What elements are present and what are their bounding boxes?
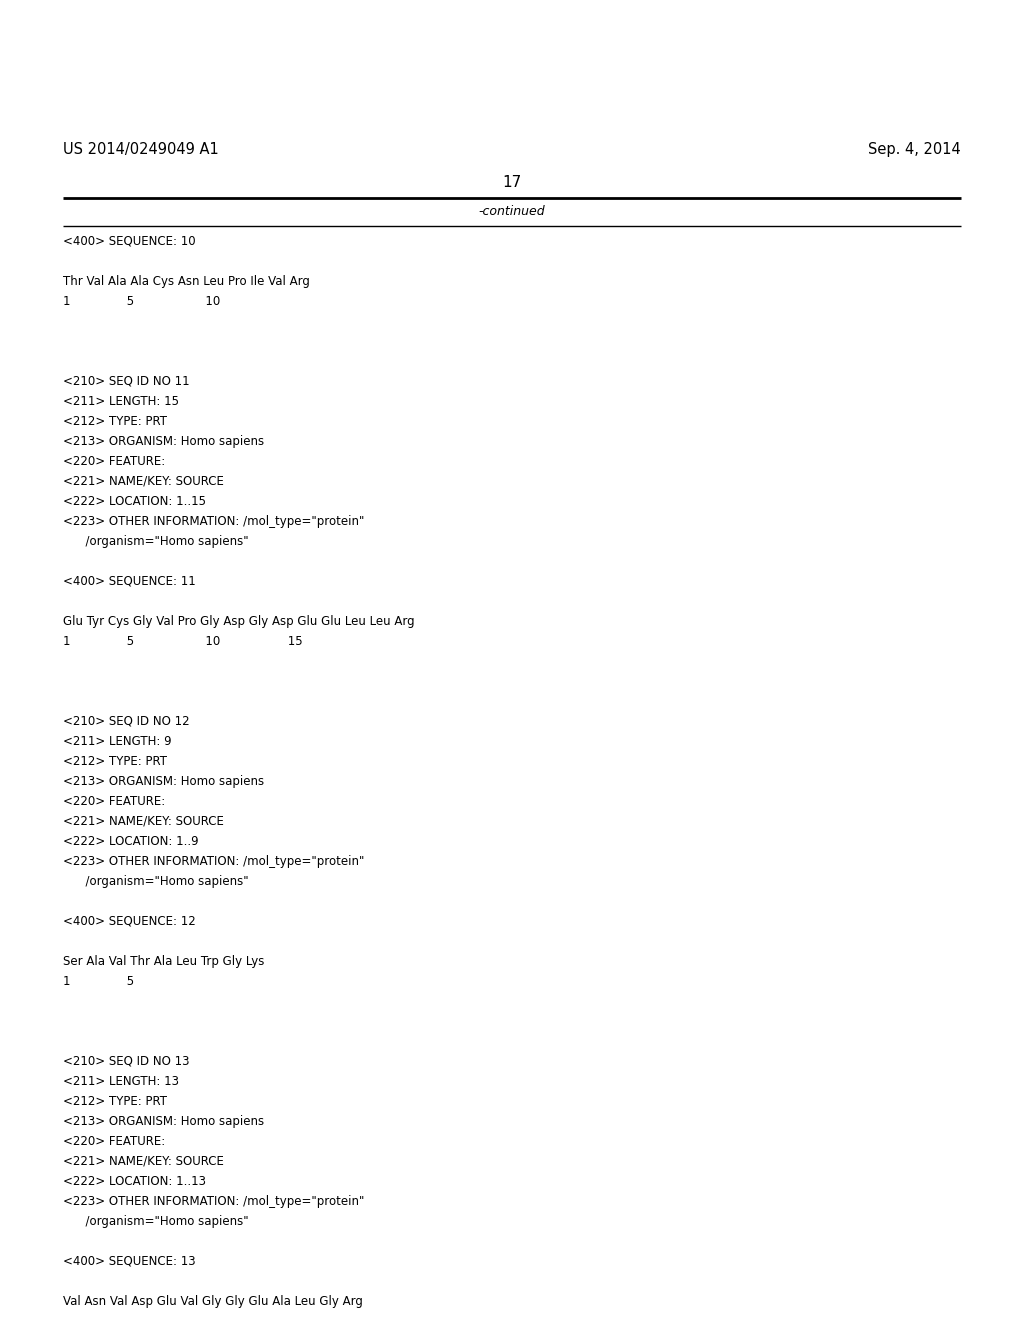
Text: Val Asn Val Asp Glu Val Gly Gly Glu Ala Leu Gly Arg: Val Asn Val Asp Glu Val Gly Gly Glu Ala …	[63, 1295, 364, 1308]
Text: <210> SEQ ID NO 13: <210> SEQ ID NO 13	[63, 1055, 190, 1068]
Text: <400> SEQUENCE: 12: <400> SEQUENCE: 12	[63, 915, 197, 928]
Text: <400> SEQUENCE: 11: <400> SEQUENCE: 11	[63, 576, 197, 587]
Text: Ser Ala Val Thr Ala Leu Trp Gly Lys: Ser Ala Val Thr Ala Leu Trp Gly Lys	[63, 954, 265, 968]
Text: <220> FEATURE:: <220> FEATURE:	[63, 795, 166, 808]
Text: <223> OTHER INFORMATION: /mol_type="protein": <223> OTHER INFORMATION: /mol_type="prot…	[63, 515, 365, 528]
Text: <212> TYPE: PRT: <212> TYPE: PRT	[63, 1094, 168, 1107]
Text: <211> LENGTH: 9: <211> LENGTH: 9	[63, 735, 172, 748]
Text: <211> LENGTH: 15: <211> LENGTH: 15	[63, 395, 179, 408]
Text: <213> ORGANISM: Homo sapiens: <213> ORGANISM: Homo sapiens	[63, 775, 264, 788]
Text: <210> SEQ ID NO 12: <210> SEQ ID NO 12	[63, 715, 190, 727]
Text: <213> ORGANISM: Homo sapiens: <213> ORGANISM: Homo sapiens	[63, 1115, 264, 1127]
Text: <221> NAME/KEY: SOURCE: <221> NAME/KEY: SOURCE	[63, 475, 224, 488]
Text: 17: 17	[503, 174, 521, 190]
Text: /organism="Homo sapiens": /organism="Homo sapiens"	[63, 535, 249, 548]
Text: Sep. 4, 2014: Sep. 4, 2014	[867, 141, 961, 157]
Text: 1               5                   10                  15: 1 5 10 15	[63, 635, 303, 648]
Text: <221> NAME/KEY: SOURCE: <221> NAME/KEY: SOURCE	[63, 814, 224, 828]
Text: <222> LOCATION: 1..15: <222> LOCATION: 1..15	[63, 495, 207, 508]
Text: <213> ORGANISM: Homo sapiens: <213> ORGANISM: Homo sapiens	[63, 436, 264, 447]
Text: <400> SEQUENCE: 10: <400> SEQUENCE: 10	[63, 235, 197, 248]
Text: US 2014/0249049 A1: US 2014/0249049 A1	[63, 141, 219, 157]
Text: <221> NAME/KEY: SOURCE: <221> NAME/KEY: SOURCE	[63, 1155, 224, 1168]
Text: <210> SEQ ID NO 11: <210> SEQ ID NO 11	[63, 375, 190, 388]
Text: <212> TYPE: PRT: <212> TYPE: PRT	[63, 414, 168, 428]
Text: Glu Tyr Cys Gly Val Pro Gly Asp Gly Asp Glu Glu Leu Leu Arg: Glu Tyr Cys Gly Val Pro Gly Asp Gly Asp …	[63, 615, 415, 628]
Text: Thr Val Ala Ala Cys Asn Leu Pro Ile Val Arg: Thr Val Ala Ala Cys Asn Leu Pro Ile Val …	[63, 275, 310, 288]
Text: <400> SEQUENCE: 13: <400> SEQUENCE: 13	[63, 1255, 197, 1267]
Text: -continued: -continued	[478, 205, 546, 218]
Text: 1               5: 1 5	[63, 975, 134, 987]
Text: <222> LOCATION: 1..9: <222> LOCATION: 1..9	[63, 836, 199, 847]
Text: /organism="Homo sapiens": /organism="Homo sapiens"	[63, 875, 249, 888]
Text: <211> LENGTH: 13: <211> LENGTH: 13	[63, 1074, 179, 1088]
Text: <222> LOCATION: 1..13: <222> LOCATION: 1..13	[63, 1175, 207, 1188]
Text: <220> FEATURE:: <220> FEATURE:	[63, 455, 166, 467]
Text: <223> OTHER INFORMATION: /mol_type="protein": <223> OTHER INFORMATION: /mol_type="prot…	[63, 855, 365, 867]
Text: /organism="Homo sapiens": /organism="Homo sapiens"	[63, 1214, 249, 1228]
Text: 1               5                   10: 1 5 10	[63, 294, 221, 308]
Text: <212> TYPE: PRT: <212> TYPE: PRT	[63, 755, 168, 768]
Text: <223> OTHER INFORMATION: /mol_type="protein": <223> OTHER INFORMATION: /mol_type="prot…	[63, 1195, 365, 1208]
Text: <220> FEATURE:: <220> FEATURE:	[63, 1135, 166, 1148]
